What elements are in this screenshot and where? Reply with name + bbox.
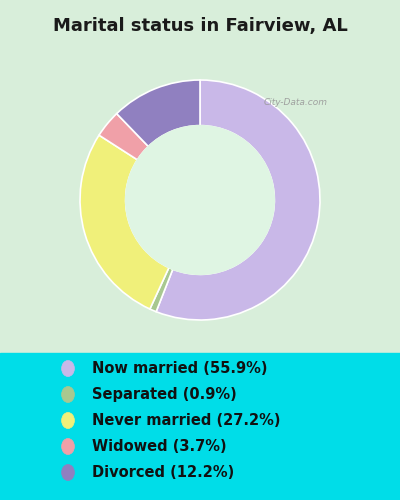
Text: Widowed (3.7%): Widowed (3.7%) [92,439,227,454]
Text: Now married (55.9%): Now married (55.9%) [92,361,268,376]
Wedge shape [156,80,320,320]
Text: Separated (0.9%): Separated (0.9%) [92,387,237,402]
Wedge shape [117,80,200,146]
Bar [0,352,400,500]
Wedge shape [150,268,173,312]
Text: City-Data.com: City-Data.com [264,98,328,107]
Text: Never married (27.2%): Never married (27.2%) [92,413,280,428]
Wedge shape [99,114,148,160]
Bar [0,0,400,352]
Text: Divorced (12.2%): Divorced (12.2%) [92,465,234,480]
Wedge shape [80,135,169,309]
Text: Marital status in Fairview, AL: Marital status in Fairview, AL [53,18,347,36]
Circle shape [126,126,274,274]
